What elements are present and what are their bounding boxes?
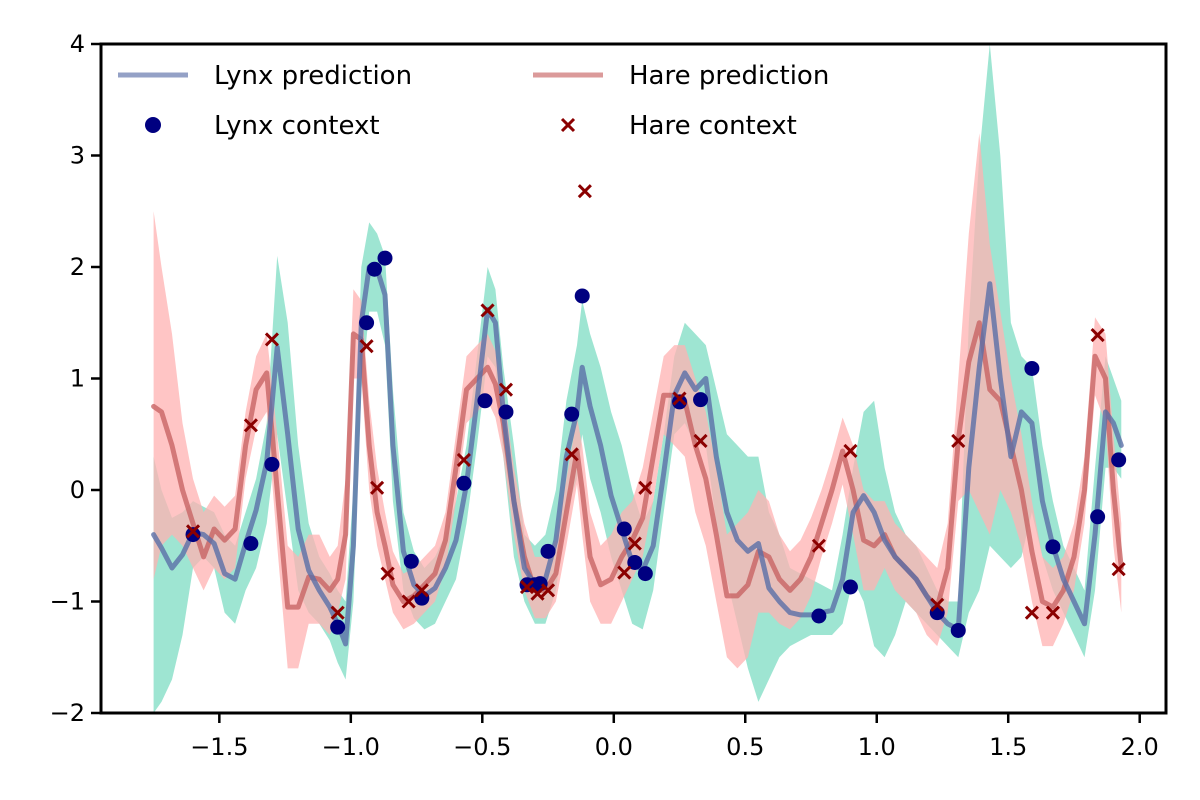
x-tick-label: −1.0	[322, 733, 380, 761]
legend-entry-hare-context: Hare context	[560, 111, 797, 141]
hare-context-point	[672, 391, 687, 406]
x-axis: −1.5 −1.0 −0.5 0.0 0.5 1.0 1.5 2.0	[190, 713, 1159, 761]
lynx-context-point	[637, 566, 653, 582]
y-tick-label: 3	[70, 142, 85, 170]
hare-context-point	[1024, 605, 1039, 620]
hare-context-point	[370, 480, 385, 495]
lynx-context-point	[366, 261, 382, 277]
legend-label: Hare prediction	[629, 61, 829, 91]
y-tick-label: 2	[70, 253, 85, 281]
lynx-context-point	[330, 619, 346, 635]
x-tick-label: −1.5	[190, 733, 248, 761]
hare-context-point	[1045, 605, 1060, 620]
lynx-context-point	[574, 288, 590, 304]
x-tick-label: 0.0	[595, 733, 633, 761]
lynx-context-point	[929, 605, 945, 621]
y-tick-label: −1	[50, 588, 85, 616]
lynx-context-point	[456, 475, 472, 491]
hare-context-point	[185, 524, 201, 539]
hare-context-point	[480, 303, 495, 318]
legend-entry-hare-prediction: Hare prediction	[533, 61, 829, 91]
hare-context-point	[243, 418, 258, 433]
lynx-context-point	[540, 543, 556, 559]
hare-context-point	[693, 433, 708, 449]
lynx-context-point	[477, 393, 493, 409]
hare-context-point	[330, 605, 345, 620]
hare-context-point	[930, 597, 945, 612]
hare-confidence-band	[153, 133, 1122, 669]
hare-context-point	[577, 184, 592, 199]
y-tick-label: 1	[70, 365, 85, 393]
legend-cross-swatch	[560, 117, 576, 133]
hare-context-point	[456, 452, 471, 467]
legend-label: Lynx prediction	[214, 61, 412, 91]
legend-entry-lynx-context: Lynx context	[145, 111, 380, 141]
lynx-context-point	[1024, 360, 1040, 376]
legend-entry-lynx-prediction: Lynx prediction	[118, 61, 412, 91]
x-tick-label: 1.5	[989, 733, 1027, 761]
hare-context-point	[498, 382, 514, 397]
x-tick-label: 1.0	[858, 733, 896, 761]
hare-context-point	[401, 594, 416, 609]
hare-context-point	[951, 433, 966, 449]
hare-context-point	[811, 538, 826, 553]
hare-context-point	[359, 339, 374, 354]
lynx-context-point	[377, 250, 393, 266]
lynx-context-point	[842, 579, 858, 595]
legend-dot-swatch	[145, 117, 161, 133]
lynx-context-point	[693, 392, 709, 408]
hare-context-point	[843, 443, 858, 459]
lynx-context-point	[672, 394, 688, 410]
x-tick-label: −0.5	[453, 733, 511, 761]
x-tick-label: 2.0	[1121, 733, 1159, 761]
lynx-context-point	[264, 456, 280, 472]
lynx-context-point	[414, 590, 430, 606]
legend-label: Hare context	[629, 111, 797, 141]
lynx-context-point	[616, 521, 632, 537]
lynx-context-point	[185, 527, 201, 543]
hare-context-point	[638, 480, 653, 495]
legend: Lynx prediction Hare prediction Lynx conte…	[118, 61, 829, 141]
lynx-context-point	[950, 622, 966, 638]
context-points	[185, 184, 1127, 638]
lynx-context-point	[1111, 452, 1127, 468]
hare-context-point	[617, 565, 632, 580]
hare-context-point	[530, 586, 545, 601]
y-tick-label: −2	[50, 699, 85, 727]
legend-label: Lynx context	[214, 111, 380, 141]
lynx-context-point	[627, 554, 643, 570]
hare-context-point	[1111, 562, 1126, 577]
hare-context-point	[519, 579, 535, 595]
lynx-context-point	[403, 553, 419, 569]
lynx-context-point	[243, 536, 259, 552]
y-axis: −2 −1 0 1 2 3 4	[50, 30, 101, 727]
lynx-context-point	[359, 315, 375, 331]
y-tick-label: 0	[70, 476, 85, 504]
lynx-context-point	[1090, 509, 1106, 525]
hare-context-point	[540, 583, 556, 598]
lynx-context-point	[811, 608, 827, 624]
confidence-bands	[153, 44, 1122, 713]
hare-context-point	[380, 566, 395, 581]
y-tick-label: 4	[70, 30, 85, 58]
lynx-context-point	[498, 404, 514, 420]
hare-context-point	[264, 332, 279, 347]
x-tick-label: 0.5	[726, 733, 764, 761]
hare-context-point	[1090, 327, 1105, 343]
hare-context-point	[564, 447, 579, 462]
lynx-context-point	[1045, 539, 1061, 555]
hare-context-point	[627, 536, 642, 551]
hare-context-point	[414, 583, 429, 598]
lynx-context-point	[564, 406, 580, 422]
